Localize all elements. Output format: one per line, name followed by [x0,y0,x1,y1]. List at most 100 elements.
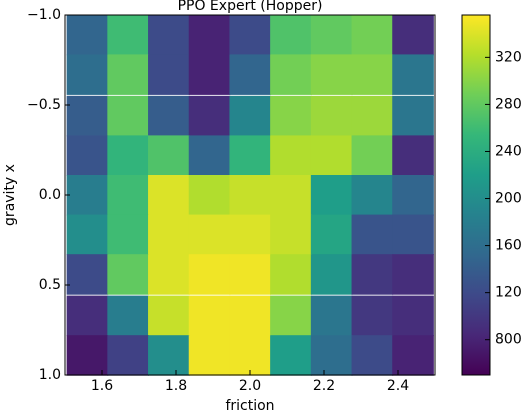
heatmap-cell [66,254,109,295]
heatmap-cell [270,295,312,337]
heatmap-cell [148,214,190,256]
colorbar-tick-label: 2000 [495,191,522,207]
heatmap-cell [351,95,394,137]
y-tick-label: 1.0 [39,367,61,383]
heatmap-cell [188,214,231,256]
y-axis-label: gravity x [2,164,18,226]
heatmap-cell [66,335,109,376]
heatmap-cell [392,175,434,216]
heatmap-cell [310,54,353,95]
heatmap-cell [107,135,149,176]
heatmap-cell [310,214,353,256]
heatmap-cell [229,135,272,176]
colorbar-tick-label: 1600 [495,238,522,254]
heatmap-cell [188,295,231,337]
heatmap-cell [392,335,434,376]
heatmap-cell [392,95,434,137]
heatmap-cell [188,54,231,95]
x-tick-label: 1.6 [91,378,113,394]
heatmap-cell [107,14,149,56]
heatmap-cell [229,54,272,95]
y-tick-label: −0.5 [27,97,61,113]
heatmap-cell [107,214,149,256]
heatmap-cell [229,295,272,337]
heatmap-cell [107,335,149,376]
heatmap-cell [107,54,149,95]
heatmap-cell [66,95,109,137]
heatmap-cell [229,95,272,137]
heatmap-cell [148,335,190,376]
heatmap-cell [148,175,190,216]
heatmap-cell [229,254,272,295]
heatmap-cell [351,214,394,256]
heatmap-cell [392,54,434,95]
heatmap-cell [310,95,353,137]
heatmap-cell [66,14,109,56]
heatmap-cell [392,295,434,337]
heatmap-cell [351,335,394,376]
heatmap-cell [351,14,394,56]
heatmap-cell [351,295,394,337]
heatmap-cell [310,135,353,176]
heatmap-cell [188,254,231,295]
heatmap-cell [107,295,149,337]
heatmap-cell [229,175,272,216]
heatmap-cell [392,254,434,295]
heatmap-cell [229,214,272,256]
heatmap-cell [66,135,109,176]
heatmap-cell [148,54,190,95]
heatmap-cell [392,214,434,256]
heatmap-cell [310,254,353,295]
heatmap-cell [351,54,394,95]
heatmap-cell [148,95,190,137]
colorbar [461,14,491,376]
heatmap-cell [229,335,272,376]
heatmap-cell [392,14,434,56]
colorbar-tick-label: 3200 [495,49,522,65]
y-tick-label: −1.0 [27,7,61,23]
x-tick-label: 2.2 [313,378,335,394]
y-tick-label: 0.0 [39,187,61,203]
heatmap-cell [310,175,353,216]
heatmap-cell [188,135,231,176]
x-tick-label: 2.4 [387,378,409,394]
heatmap-cell [270,214,312,256]
heatmap-cell [310,335,353,376]
heatmap-cell [229,14,272,56]
heatmap-cell [188,335,231,376]
colorbar-tick-label: 2400 [495,143,522,159]
heatmap-cell [351,254,394,295]
heatmap-cell [107,254,149,295]
heatmap-cell [148,135,190,176]
heatmap-cell [148,254,190,295]
heatmap-cell [270,254,312,295]
x-tick-label: 1.8 [165,378,187,394]
heatmap-cell [310,14,353,56]
heatmap-cell [148,14,190,56]
chart-title: PPO Expert (Hopper) [178,0,323,14]
heatmap-cell [270,175,312,216]
heatmap-cell [270,14,312,56]
heatmap-cell [270,135,312,176]
heatmap-cell [107,95,149,137]
heatmap-cell [351,135,394,176]
heatmap-cell [66,175,109,216]
colorbar-tick-label: 2800 [495,96,522,112]
heatmap-cell [66,295,109,337]
heatmap-cell [66,54,109,95]
heatmap-cell [270,95,312,137]
y-tick-label: 0.5 [39,277,61,293]
heatmap-cell [188,95,231,137]
heatmap-cell [107,175,149,216]
heatmap-cell [188,14,231,56]
heatmap-cell [148,295,190,337]
heatmap-cell [392,135,434,176]
colorbar-tick-label: 800 [495,332,522,348]
heatmap-cell [270,335,312,376]
x-axis-label: friction [225,398,274,414]
colorbar-tick-label: 1200 [495,285,522,301]
heatmap-cell [310,295,353,337]
heatmap-cell [270,54,312,95]
heatmap-cell [188,175,231,216]
x-tick-label: 2.0 [239,378,261,394]
